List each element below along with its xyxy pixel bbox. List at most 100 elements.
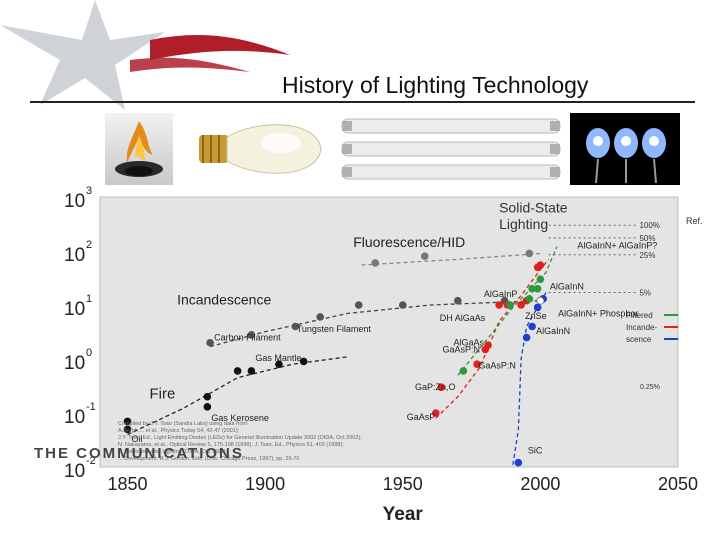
point-label: Gas Kerosene (211, 413, 269, 423)
data-point-red (517, 301, 525, 309)
y-tick-exponent: 2 (86, 239, 92, 251)
y-tick-base: 10 (64, 461, 85, 482)
point-label: AlGaAs (454, 338, 485, 348)
y-tick-exponent: 3 (86, 185, 92, 197)
group-label-fire: Fire (150, 386, 176, 403)
legend-label: Filtered (626, 311, 653, 320)
data-point-red (484, 341, 492, 350)
y-tick-base: 10 (64, 407, 85, 428)
point-label: GaAsP (407, 412, 436, 422)
data-point-white (536, 296, 545, 305)
data-point-red (437, 383, 446, 392)
footer-logo: THE COMMUNICATIONS (34, 445, 244, 462)
x-tick-label: 1900 (245, 474, 285, 494)
data-point-red (473, 360, 481, 369)
data-point-fluorescence (371, 259, 380, 267)
data-point-incandescence (316, 313, 324, 321)
data-point-incandescence (291, 322, 300, 331)
point-label: AlGaInP (484, 289, 518, 299)
fire-photo (105, 113, 173, 185)
data-point-green (506, 301, 514, 309)
incandescence-trend-line (209, 300, 541, 348)
efficiency-target-label: 50% (639, 234, 655, 243)
source-text-line: A.Bergh ... et al., Physics Today 54, 42… (118, 428, 240, 434)
group-label-solid-state: Lighting (499, 216, 548, 232)
plot-area (99, 196, 679, 468)
legend-label: Incande- (626, 323, 657, 332)
corner-note: Ref. (686, 216, 703, 226)
x-tick-label: 2050 (658, 474, 698, 494)
x-tick-label: 1950 (383, 474, 423, 494)
data-point-green (536, 275, 545, 284)
point-label: Oil (132, 434, 143, 444)
y-tick-exponent: -1 (86, 401, 96, 413)
x-tick-label: 1850 (108, 474, 148, 494)
data-point-fire (233, 367, 242, 375)
data-point-red (431, 409, 440, 417)
y-tick-exponent: 0 (86, 347, 92, 359)
data-point-incandescence (354, 301, 363, 309)
data-point-red (536, 261, 545, 269)
point-label: AlGaInN+ Phosphor (558, 308, 638, 318)
data-point-incandescence (454, 296, 462, 305)
point-label: SiC (528, 446, 543, 456)
data-point-red (495, 301, 503, 309)
efficiency-target-label: 100% (639, 221, 659, 230)
point-label: DH AlGaAs (440, 313, 486, 323)
data-point-fire (203, 392, 212, 401)
x-axis-title: Year (383, 504, 424, 525)
data-point-incandescence (247, 331, 256, 339)
legend-label: scence (626, 335, 652, 344)
data-point-blue (533, 303, 542, 312)
data-point-fire (123, 425, 132, 434)
y-tick-base: 10 (64, 191, 85, 212)
data-point-fire (247, 367, 256, 375)
efficiency-target-label: 25% (639, 251, 655, 260)
point-label: AlGaInN (550, 282, 584, 292)
group-label-fluorescence: Fluorescence/HID (353, 234, 465, 250)
group-label-incandescence: Incandescence (177, 292, 271, 308)
green-trend-line (457, 246, 558, 376)
y-tick-exponent: 1 (86, 293, 92, 305)
point-label: Tungsten Filament (297, 324, 372, 334)
source-text-line: ... Development, R.J. Gordon, Eds. (Univ… (118, 456, 299, 462)
led-photo (570, 113, 680, 185)
data-point-green (533, 284, 542, 293)
data-point-incandescence (398, 301, 407, 309)
source-text-line: ... Semiconductor Lighting (OIDA, Oct 19… (118, 449, 228, 455)
source-text-line: N. Nakayama, et al., Optical Review 5, 1… (118, 442, 344, 448)
y-tick-base: 10 (64, 245, 85, 266)
data-point-fluorescence (420, 252, 429, 261)
point-label: GaAsP:N (478, 361, 516, 371)
title-rule (30, 101, 695, 103)
point-label: AlGaInN+ AlGaInP? (577, 240, 657, 250)
point-label: AlGaInN (536, 326, 570, 336)
data-point-fire (123, 417, 132, 426)
point-label: GaAsP:N (443, 344, 481, 354)
y-tick-exponent: -2 (86, 455, 96, 467)
data-point-fire (275, 360, 283, 369)
point-label: ZnSe (525, 311, 547, 321)
point-label: Carbon Filament (214, 333, 281, 343)
incandescent-bulb-photo (197, 113, 327, 185)
data-point-blue (528, 322, 536, 331)
y-tick-base: 10 (64, 299, 85, 320)
y-tick-base: 10 (64, 353, 85, 374)
fire-trend-line (127, 356, 348, 436)
group-label-solid-state: Solid-State (499, 199, 568, 215)
data-point-fire (299, 357, 308, 366)
data-point-green (459, 367, 468, 375)
point-label: Gas Mantle (255, 353, 301, 363)
data-point-incandescence (206, 338, 214, 347)
data-point-fluorescence (525, 249, 534, 258)
source-text-line: J.Y. Tsao, Ed., Light Emitting Diodes (L… (118, 435, 362, 441)
source-text-line: Compiled by J.Y. Tsao (Sandia Labs) usin… (118, 421, 249, 427)
point-label: GaP:Zn,O (415, 382, 456, 392)
fluorescent-tubes-photo (340, 113, 562, 185)
data-point-fire (203, 403, 212, 411)
x-tick-label: 2000 (520, 474, 560, 494)
data-point-green (525, 295, 534, 303)
slide-title: History of Lighting Technology (282, 72, 589, 98)
